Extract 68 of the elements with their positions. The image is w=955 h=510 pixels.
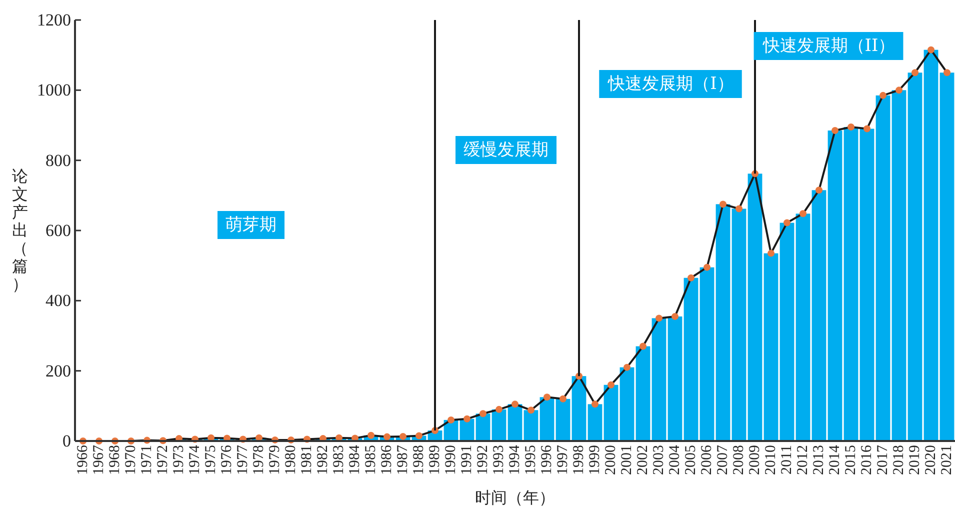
y-axis-title: 论文产出（篇） (12, 166, 28, 294)
x-tick-label: 1980 (283, 445, 299, 475)
annotation: 快速发展期（II） (762, 36, 896, 56)
x-tick-label: 2009 (747, 445, 763, 475)
y-tick-label: 0 (62, 432, 71, 450)
x-tick-label: 2008 (731, 445, 747, 475)
x-tick-label: 2004 (667, 444, 683, 475)
x-tick-label: 2011 (779, 445, 795, 474)
x-tick-label: 2007 (715, 444, 731, 475)
x-tick-label: 1999 (587, 445, 603, 475)
x-tick-label: 1993 (491, 445, 507, 475)
x-tick-label: 1967 (91, 444, 107, 475)
x-tick-label: 1997 (555, 444, 571, 475)
x-tick-label: 2000 (603, 445, 619, 475)
x-tick-label: 1991 (459, 445, 475, 475)
x-axis-title: 时间（年） (475, 488, 555, 507)
x-tick-label: 1992 (475, 445, 491, 475)
x-tick-label: 2018 (891, 445, 907, 475)
x-tick-label: 2019 (907, 445, 923, 475)
y-tick-label: 200 (46, 361, 71, 380)
x-tick-label: 1977 (235, 444, 251, 475)
x-tick-label: 1976 (219, 444, 235, 475)
x-tick-label: 1995 (523, 445, 539, 475)
y-tick-label: 1000 (37, 80, 71, 100)
x-tick-label: 2014 (827, 444, 843, 475)
y-tick-label: 800 (46, 150, 71, 170)
x-tick-label: 1981 (299, 445, 315, 475)
x-tick-label: 1989 (427, 445, 443, 475)
annotation: 萌芽期 (226, 215, 276, 235)
y-tick-label: 1200 (37, 10, 71, 30)
x-tick-label: 2012 (795, 445, 811, 475)
x-tick-label: 1972 (155, 445, 171, 475)
x-tick-label: 1986 (379, 444, 395, 475)
x-tick-label: 2003 (651, 445, 667, 475)
x-tick-label: 2002 (635, 445, 651, 475)
x-tick-label: 1985 (363, 445, 379, 475)
x-tick-label: 2013 (811, 445, 827, 475)
x-tick-label: 2006 (699, 444, 715, 475)
x-tick-label: 1988 (411, 445, 427, 475)
x-tick-label: 1974 (187, 444, 203, 475)
annotation: 快速发展期（I） (607, 74, 734, 94)
x-tick-label: 1982 (315, 445, 331, 475)
x-tick-label: 1996 (539, 444, 555, 475)
x-tick-label: 1979 (267, 445, 283, 475)
x-tick-label: 1970 (123, 445, 139, 475)
x-tick-label: 1968 (107, 445, 123, 475)
x-tick-label: 1973 (171, 445, 187, 475)
x-tick-label: 2015 (843, 445, 859, 475)
x-tick-label: 2005 (683, 445, 699, 475)
x-tick-label: 1998 (571, 445, 587, 475)
x-tick-label: 1987 (395, 444, 411, 475)
x-tick-label: 2016 (859, 444, 875, 475)
x-tick-label: 1994 (507, 444, 523, 475)
x-tick-label: 1984 (347, 444, 363, 475)
y-tick-label: 400 (46, 291, 71, 310)
x-tick-label: 2020 (923, 445, 939, 475)
x-tick-label: 2017 (875, 444, 891, 475)
x-tick-label: 1983 (331, 445, 347, 475)
x-tick-label: 2021 (939, 445, 955, 475)
x-tick-label: 1975 (203, 445, 219, 475)
x-tick-label: 1971 (139, 445, 155, 475)
x-tick-label: 2001 (619, 445, 635, 475)
x-tick-label: 1966 (75, 444, 91, 475)
x-tick-label: 1990 (443, 445, 459, 475)
x-tick-label: 1978 (251, 445, 267, 475)
x-tick-label: 2010 (763, 445, 779, 475)
annotation: 缓慢发展期 (464, 140, 548, 160)
y-tick-label: 600 (46, 221, 71, 240)
